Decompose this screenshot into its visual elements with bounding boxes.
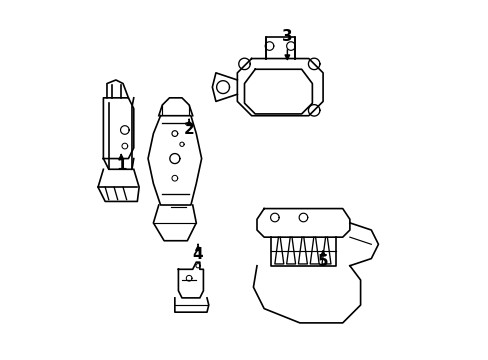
Text: 3: 3	[282, 29, 292, 59]
Text: 4: 4	[192, 244, 203, 262]
Text: 1: 1	[116, 154, 126, 173]
Text: 2: 2	[183, 120, 194, 137]
Text: 5: 5	[317, 251, 328, 269]
